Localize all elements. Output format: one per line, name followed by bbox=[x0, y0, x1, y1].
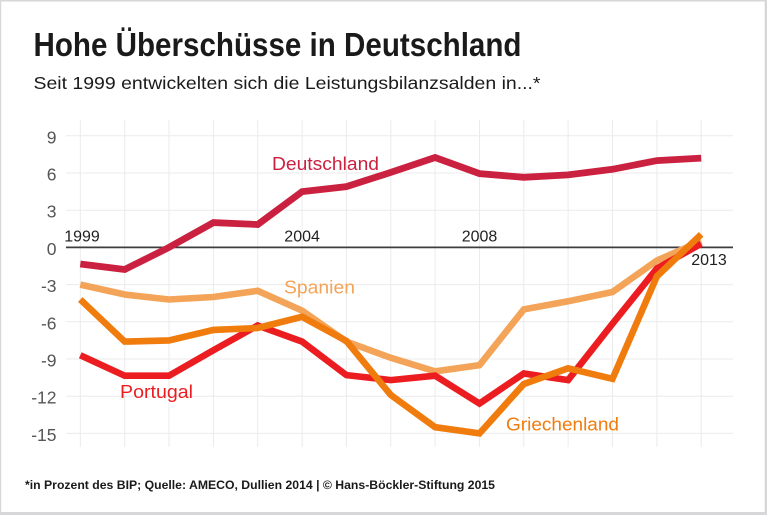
svg-text:Deutschland: Deutschland bbox=[272, 154, 379, 174]
svg-text:-3: -3 bbox=[41, 276, 57, 296]
svg-text:-15: -15 bbox=[31, 425, 56, 445]
svg-text:6: 6 bbox=[47, 165, 57, 185]
svg-text:-6: -6 bbox=[41, 313, 57, 333]
svg-text:-12: -12 bbox=[31, 388, 56, 408]
svg-text:2008: 2008 bbox=[462, 229, 498, 246]
svg-text:Hohe Überschüsse in Deutschlan: Hohe Überschüsse in Deutschland bbox=[34, 26, 522, 63]
svg-text:Portugal: Portugal bbox=[120, 382, 193, 402]
svg-text:3: 3 bbox=[47, 202, 57, 222]
svg-text:2013: 2013 bbox=[691, 252, 727, 269]
svg-text:Griechenland: Griechenland bbox=[506, 414, 619, 434]
svg-text:2004: 2004 bbox=[284, 229, 320, 246]
svg-text:1999: 1999 bbox=[64, 229, 100, 246]
svg-text:9: 9 bbox=[47, 127, 57, 147]
svg-text:0: 0 bbox=[47, 239, 57, 259]
svg-text:*in Prozent des BIP; Quelle: A: *in Prozent des BIP; Quelle: AMECO, Dull… bbox=[25, 480, 496, 492]
svg-text:Seit 1999 entwickelten sich di: Seit 1999 entwickelten sich die Leistung… bbox=[34, 73, 541, 93]
svg-text:Spanien: Spanien bbox=[284, 278, 355, 298]
svg-text:-9: -9 bbox=[41, 351, 57, 371]
